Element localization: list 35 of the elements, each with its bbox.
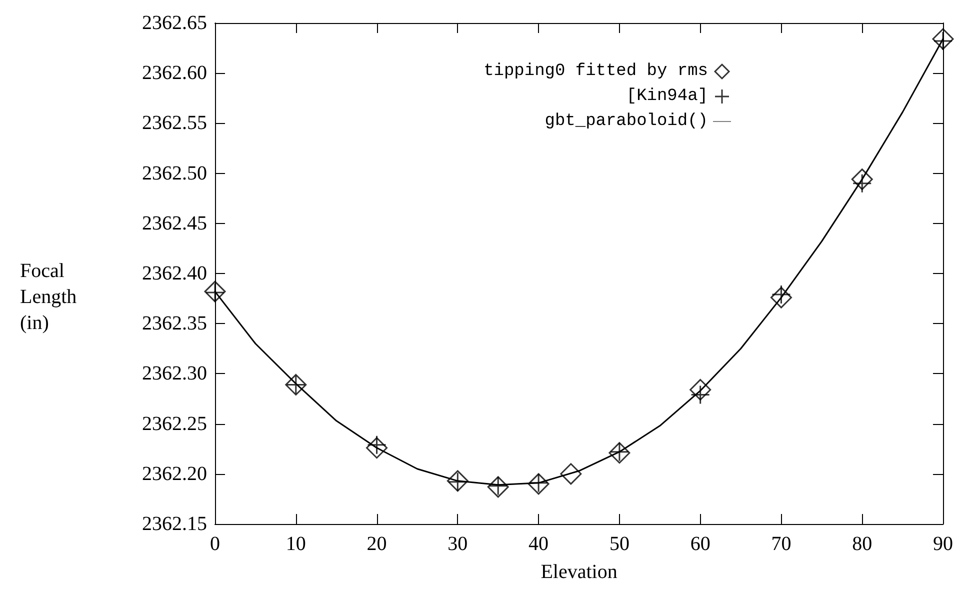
x-axis-title: Elevation (540, 561, 618, 583)
x-tick-label: 0 (210, 533, 220, 555)
y-tick-label: 2362.35 (142, 312, 207, 335)
x-tick-label: 40 (528, 533, 549, 555)
point (366, 437, 388, 459)
point (770, 286, 792, 308)
x-tick-label: 50 (609, 533, 630, 555)
legend-label: gbt_paraboloid() (544, 112, 708, 131)
legend-label: tipping0 fitted by rms (484, 62, 708, 81)
x-tick-label: 30 (448, 533, 468, 555)
point (367, 435, 387, 455)
y-tick-label: 2362.30 (142, 362, 207, 385)
y-tick-label: 2362.50 (142, 162, 207, 184)
y-tick-label: 2362.40 (142, 262, 207, 284)
y-tick-label: 2362.25 (142, 412, 207, 435)
x-tick-label: 10 (286, 533, 306, 555)
point (851, 168, 873, 190)
point (560, 463, 582, 485)
y-tick-label: 2362.60 (142, 62, 207, 84)
point (771, 284, 791, 304)
legend-label: [Kin94a] (626, 87, 708, 106)
x-tick-label: 20 (366, 533, 387, 555)
x-tick-label: 80 (852, 533, 872, 555)
y-tick-label: 2362.20 (142, 462, 207, 485)
y-tick-label: 2362.45 (142, 212, 207, 234)
y-tick-label: 2362.15 (142, 513, 207, 535)
point (852, 174, 872, 194)
y-tick-label: 2362.65 (142, 12, 207, 34)
x-tick-label: 60 (690, 533, 710, 555)
y-axis-title: Focal Length (in) (20, 260, 77, 334)
x-tick-label: 90 (933, 533, 953, 555)
point (690, 384, 710, 404)
point (690, 378, 712, 400)
y-tick-label: 2362.55 (142, 112, 207, 134)
x-tick-label: 70 (771, 533, 792, 555)
